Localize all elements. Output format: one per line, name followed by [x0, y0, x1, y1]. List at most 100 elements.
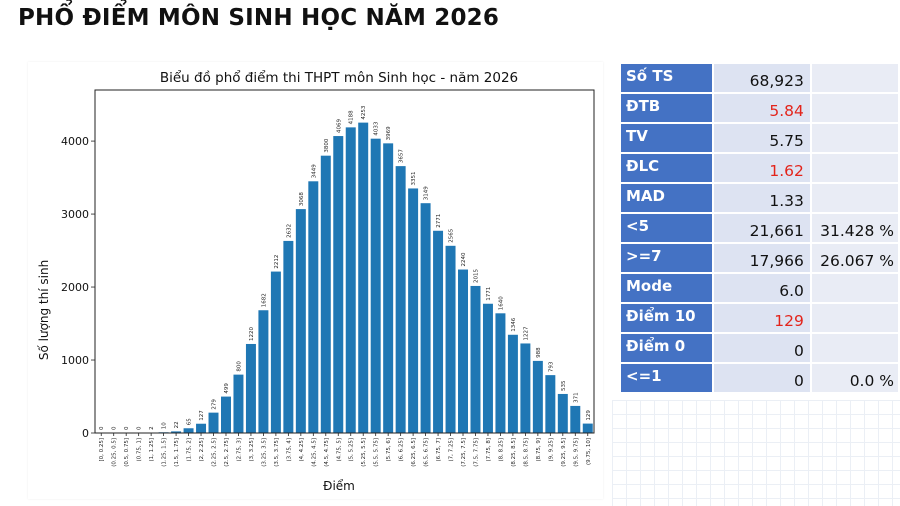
x-tick-label: (3, 3.25]: [249, 438, 255, 462]
y-tick-label: 2000: [61, 281, 89, 294]
stats-value: 0: [714, 364, 810, 392]
stats-value: 129: [714, 304, 810, 332]
stats-label: TV: [621, 124, 713, 152]
stats-label: Mode: [621, 274, 713, 302]
x-tick-label: (9.25, 9.5]: [561, 438, 567, 467]
bar: [295, 209, 306, 433]
stats-row: <5 21,661 31.428 %: [621, 214, 898, 242]
bar-value-label: 2015: [473, 268, 479, 282]
x-tick-label: (7.25, 7.5]: [461, 438, 467, 467]
y-tick-label: 3000: [61, 208, 89, 221]
x-tick-label: (6.5, 6.75]: [424, 438, 430, 467]
bar: [470, 285, 481, 433]
plot-frame: [94, 89, 595, 434]
bar-value-label: 4253: [361, 105, 367, 119]
stats-value: 21,661: [714, 214, 810, 242]
bar: [557, 393, 568, 433]
stats-value: 6.0: [714, 274, 810, 302]
bar-value-label: 3969: [386, 126, 392, 140]
bar-value-label: 0: [112, 426, 118, 430]
bar-value-label: 3351: [411, 171, 417, 185]
x-tick-label: (8.75, 9]: [536, 438, 542, 462]
stats-row: MAD 1.33: [621, 184, 898, 212]
chart-panel: Biểu đồ phổ điểm thi THPT môn Sinh học -…: [28, 62, 603, 499]
x-tick-label: (3.5, 3.75]: [274, 438, 280, 467]
bar-value-label: 793: [548, 361, 554, 372]
axes-layer: [0, 0.25] (0.25, 0.5] (0.5, 0.75] (0.75, 1]…: [61, 89, 595, 467]
x-tick-label: (6.75, 7]: [436, 438, 442, 462]
bar: [395, 166, 406, 433]
bar: [345, 127, 356, 434]
bar-value-label: 371: [573, 392, 579, 403]
bar: [221, 396, 231, 433]
bar: [433, 230, 444, 433]
stats-label: >=7: [621, 244, 713, 272]
background-grid: [612, 400, 900, 506]
stats-percent: [811, 124, 898, 152]
x-tick-label: (2.5, 2.75]: [224, 438, 230, 467]
bar: [545, 375, 556, 433]
bar: [245, 343, 256, 433]
x-axis-label: Điểm: [323, 479, 355, 493]
x-tick-label: (9.5, 9.75]: [573, 438, 579, 467]
stats-percent: 26.067 %: [811, 244, 898, 272]
x-tick-label: (4.5, 4.75]: [324, 438, 330, 467]
bar: [582, 423, 593, 433]
chart-title: Biểu đồ phổ điểm thi THPT môn Sinh học -…: [160, 69, 518, 86]
stats-percent: [811, 304, 898, 332]
stats-label: Điểm 0: [621, 334, 713, 362]
bar-value-label: 3657: [399, 149, 405, 163]
bar: [507, 334, 518, 433]
x-tick-label: (3.75, 4]: [286, 438, 292, 462]
bar: [233, 374, 244, 433]
stats-value: 1.33: [714, 184, 810, 212]
stats-percent: 0.0 %: [811, 364, 898, 392]
x-tick-label: (4.25, 4.5]: [311, 438, 317, 467]
bar: [308, 181, 319, 433]
bar-value-label: 279: [212, 399, 218, 410]
bar: [482, 303, 493, 433]
bar-value-label: 3149: [424, 186, 430, 200]
bar: [408, 188, 419, 433]
x-tick-label: (7, 7.25]: [449, 438, 455, 462]
x-tick-label: (3.25, 3.5]: [261, 438, 267, 467]
stats-row: <=1 0 0.0 %: [621, 364, 898, 392]
stats-row: Mode 6.0: [621, 274, 898, 302]
bar: [333, 136, 344, 434]
stats-percent: [811, 334, 898, 362]
x-tick-label: (8.25, 8.5]: [511, 438, 517, 467]
x-tick-label: (6.25, 6.5]: [411, 438, 417, 467]
bar-value-label: 3068: [299, 192, 305, 206]
bar: [171, 431, 182, 433]
x-tick-label: (7.5, 7.75]: [473, 438, 479, 467]
stats-percent: 31.428 %: [811, 214, 898, 242]
stats-percent: [811, 184, 898, 212]
bar-value-label: 1220: [249, 326, 255, 340]
x-tick-label: (5, 5.25]: [349, 438, 355, 462]
stats-value: 0: [714, 334, 810, 362]
x-tick-label: (2, 2.25]: [199, 438, 205, 462]
bar-value-label: 22: [174, 421, 180, 428]
x-tick-label: (2.75, 3]: [236, 438, 242, 462]
x-tick-label: (1.25, 1.5]: [162, 438, 168, 467]
bar-value-label: 3449: [311, 164, 317, 178]
bar-value-label: 0: [99, 426, 105, 430]
x-tick-label: (9.75, 10]: [586, 438, 592, 465]
bar: [495, 313, 506, 433]
bar: [196, 423, 207, 433]
bar-value-label: 2565: [449, 228, 455, 242]
stats-label: <5: [621, 214, 713, 242]
bar-value-label: 2: [149, 426, 155, 430]
bar: [358, 122, 369, 433]
bar: [520, 343, 531, 433]
bar-value-label: 65: [187, 418, 193, 425]
x-tick-label: (5.5, 5.75]: [374, 438, 380, 467]
bar-value-label: 2771: [436, 214, 442, 228]
x-tick-label: (9, 9.25]: [548, 438, 554, 462]
bar-value-label: 2212: [274, 255, 280, 269]
stats-value: 5.75: [714, 124, 810, 152]
bar-value-label: 2240: [461, 252, 467, 266]
y-tick-label: 0: [82, 427, 89, 440]
stats-row: >=7 17,966 26.067 %: [621, 244, 898, 272]
